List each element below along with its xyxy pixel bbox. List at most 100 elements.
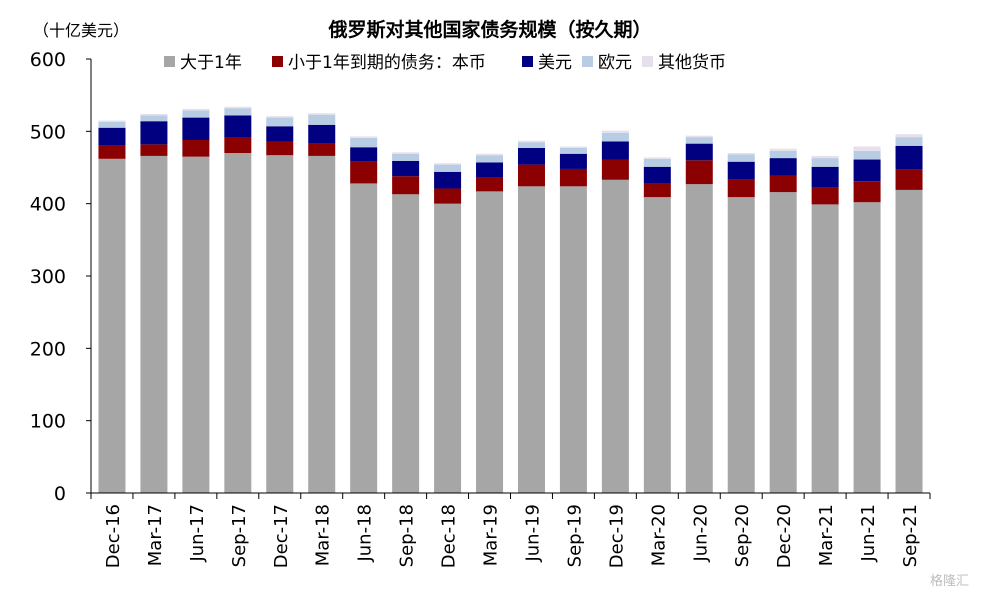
bar-Dec-16-series-3 xyxy=(98,121,126,128)
x-tick-label: Dec-17 xyxy=(271,504,292,568)
bar-Sep-17-series-2 xyxy=(224,115,252,138)
bar-Sep-20-series-0 xyxy=(727,197,755,493)
bar-Jun-17-series-0 xyxy=(182,156,210,493)
bar-Sep-17-series-3 xyxy=(224,108,252,116)
bar-Jun-21-series-0 xyxy=(853,202,881,493)
x-tick-label: Sep-18 xyxy=(397,504,418,567)
bar-Jun-19-series-4 xyxy=(517,140,545,143)
bar-Mar-17-series-1 xyxy=(140,144,168,156)
x-tick-label: Jun-21 xyxy=(858,504,879,563)
bar-Dec-18-series-4 xyxy=(434,163,462,165)
bar-Sep-21-series-0 xyxy=(895,189,923,494)
bar-Dec-17-series-3 xyxy=(266,117,294,127)
bar-Sep-20-series-4 xyxy=(727,153,755,155)
x-tick-label: Jun-17 xyxy=(187,504,208,563)
bar-Mar-21-series-1 xyxy=(811,187,839,205)
bar-Jun-17-series-4 xyxy=(182,108,210,111)
bar-Mar-18-series-2 xyxy=(308,124,336,144)
bar-Sep-17-series-4 xyxy=(224,106,252,109)
bar-Sep-18-series-4 xyxy=(392,152,420,154)
bar-Dec-16-series-0 xyxy=(98,158,126,493)
bar-Mar-19-series-1 xyxy=(476,177,504,192)
bar-Mar-18-series-3 xyxy=(308,114,336,125)
legend: 大于1年 小于1年到期的债务：本币 美元 欧元 其他货币 xyxy=(164,53,726,73)
x-tick-label: Dec-18 xyxy=(439,504,460,568)
bar-Sep-17-series-1 xyxy=(224,137,252,154)
x-tick-label: Mar-20 xyxy=(648,504,669,566)
bar-Jun-19-series-2 xyxy=(517,147,545,165)
bar-Sep-18-series-3 xyxy=(392,153,420,161)
bar-Mar-17-series-4 xyxy=(140,113,168,116)
chart-title: 俄罗斯对其他国家债务规模（按久期） xyxy=(327,18,651,41)
bar-Dec-20-series-4 xyxy=(769,148,797,151)
y-tick-label: 200 xyxy=(30,338,66,360)
y-tick-label: 500 xyxy=(30,121,66,143)
bar-Mar-20-series-3 xyxy=(643,158,671,167)
bar-Dec-18-series-3 xyxy=(434,164,462,172)
legend-label-0: 大于1年 xyxy=(180,53,242,73)
bar-Jun-21-series-2 xyxy=(853,159,881,182)
bar-Mar-20-series-1 xyxy=(643,183,671,198)
x-axis: Dec-16 Mar-17 Jun-17 Sep-17 Dec-17 Mar-18 Jun-… xyxy=(90,492,931,568)
bar-Dec-19-series-4 xyxy=(601,130,629,133)
legend-label-4: 其他货币 xyxy=(658,53,726,73)
x-tick-label: Jun-18 xyxy=(355,504,376,563)
bar-Sep-19-series-0 xyxy=(559,186,587,493)
bar-Jun-17-series-3 xyxy=(182,110,210,118)
legend-label-1: 小于1年到期的债务：本币 xyxy=(288,53,486,73)
bar-Dec-17-series-2 xyxy=(266,126,294,142)
y-tick-label: 400 xyxy=(30,194,66,216)
bar-Sep-21-series-3 xyxy=(895,137,923,146)
bar-Jun-20-series-3 xyxy=(685,137,713,144)
bar-Mar-19-series-0 xyxy=(476,191,504,493)
bar-Dec-16-series-1 xyxy=(98,145,126,159)
bar-Sep-19-series-1 xyxy=(559,168,587,187)
bar-Jun-21-series-3 xyxy=(853,150,881,160)
x-tick-label: Mar-18 xyxy=(313,504,334,566)
bar-Jun-17-series-2 xyxy=(182,117,210,141)
bar-Dec-20-series-3 xyxy=(769,150,797,159)
legend-label-3: 欧元 xyxy=(598,53,632,73)
bar-Sep-18-series-0 xyxy=(392,194,420,493)
x-tick-label: Jun-19 xyxy=(522,504,543,563)
x-tick-label: Mar-19 xyxy=(481,504,502,566)
bar-Dec-20-series-2 xyxy=(769,158,797,176)
bar-Jun-17-series-1 xyxy=(182,140,210,157)
bar-Mar-17-series-3 xyxy=(140,115,168,122)
bar-Dec-18-series-2 xyxy=(434,171,462,189)
y-tick-label: 0 xyxy=(54,483,66,505)
bar-Dec-16-series-2 xyxy=(98,127,126,146)
bar-Jun-21-series-4 xyxy=(853,146,881,151)
bar-Dec-19-series-2 xyxy=(601,141,629,160)
legend-label-2: 美元 xyxy=(538,53,572,73)
y-tick-label: 600 xyxy=(30,49,66,71)
x-tick-label: Sep-20 xyxy=(732,504,753,567)
bar-Sep-17-series-0 xyxy=(224,153,252,493)
bar-Sep-19-series-4 xyxy=(559,146,587,148)
x-tick-label: Jun-20 xyxy=(690,504,711,563)
bar-Dec-18-series-1 xyxy=(434,188,462,204)
bar-Sep-19-series-2 xyxy=(559,153,587,169)
legend-swatch-3 xyxy=(582,56,593,67)
bar-Sep-18-series-2 xyxy=(392,160,420,177)
bar-Mar-18-series-0 xyxy=(308,155,336,493)
bar-Dec-17-series-4 xyxy=(266,116,294,118)
x-tick-label: Dec-19 xyxy=(606,504,627,568)
legend-swatch-4 xyxy=(642,56,653,67)
bar-Mar-21-series-0 xyxy=(811,204,839,493)
x-tick-label: Dec-20 xyxy=(774,504,795,568)
bar-Dec-20-series-0 xyxy=(769,192,797,493)
bar-Jun-19-series-0 xyxy=(517,186,545,493)
bar-Dec-18-series-0 xyxy=(434,203,462,494)
legend-swatch-2 xyxy=(522,56,533,67)
x-tick-label: Sep-17 xyxy=(229,504,250,567)
bar-Jun-18-series-1 xyxy=(350,161,378,184)
bar-Dec-17-series-1 xyxy=(266,141,294,156)
bar-Mar-19-series-4 xyxy=(476,153,504,156)
bar-Jun-21-series-1 xyxy=(853,181,881,203)
bar-Dec-16-series-4 xyxy=(98,120,126,122)
bar-Dec-19-series-3 xyxy=(601,132,629,142)
bar-Mar-19-series-3 xyxy=(476,155,504,163)
x-tick-label: Dec-16 xyxy=(103,504,124,568)
bar-Sep-19-series-3 xyxy=(559,147,587,154)
